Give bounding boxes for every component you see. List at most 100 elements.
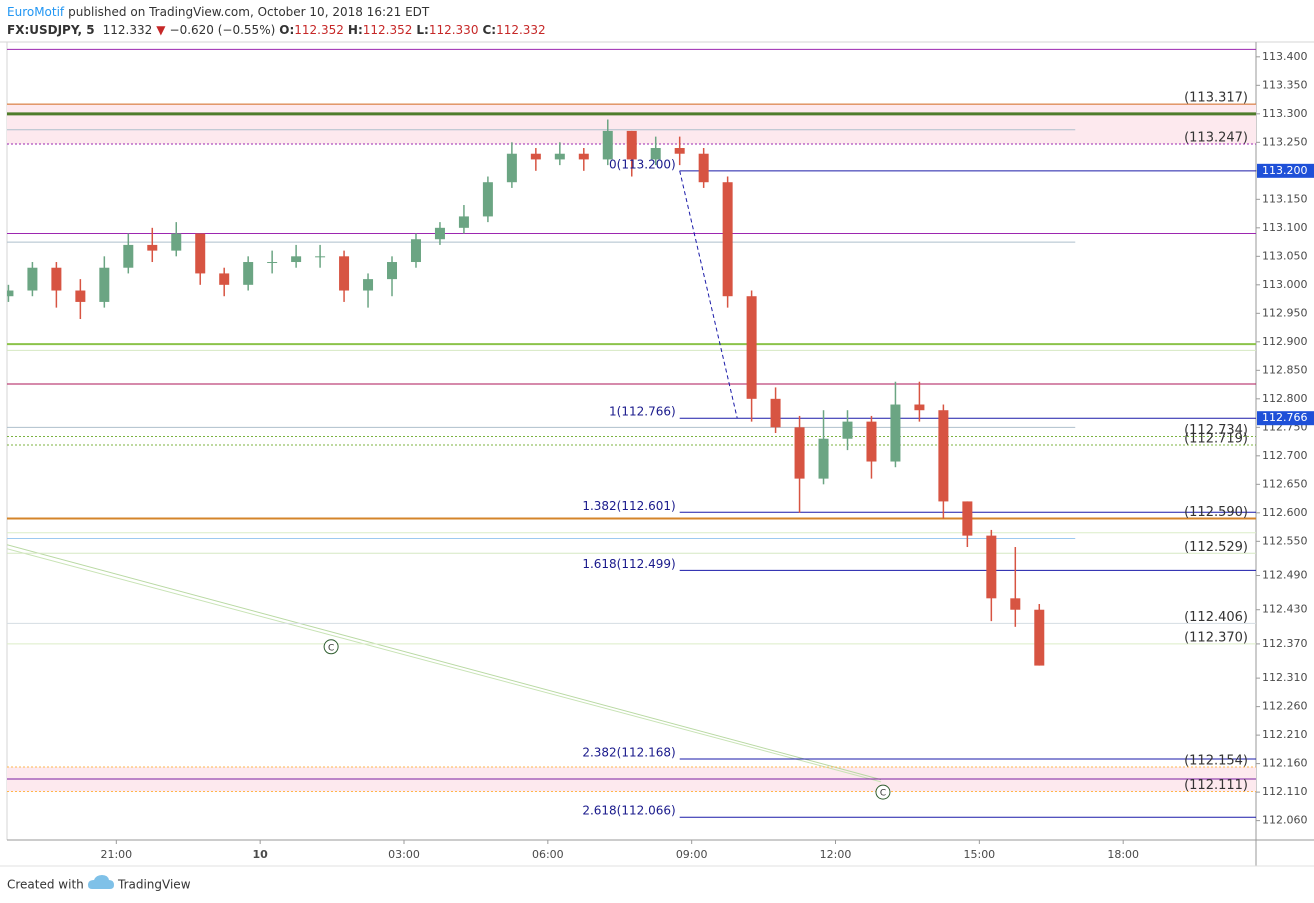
symbol-line: FX:USDJPY, 5 112.332 ▼ −0.620 (−0.55%) O:112… [7,23,546,37]
candle-body [650,148,661,160]
candle-body [363,279,374,291]
x-tick-label: 06:00 [532,848,564,861]
y-tick-label: 112.850 [1262,363,1308,376]
candle-body [818,438,829,479]
candle-body [746,296,757,399]
x-tick-label: 09:00 [676,848,708,861]
ohlc-value: 112.332 [496,23,546,37]
x-tick-label: 15:00 [963,848,995,861]
ohlc-label: C: [482,23,496,37]
candle-body [123,244,134,268]
candle-body [674,148,685,154]
ohlc-value: 112.352 [363,23,413,37]
candle-body [75,290,86,302]
candle-body [99,267,110,302]
y-tick-label: 112.160 [1262,757,1308,770]
candle-body [698,153,709,183]
candle-body [171,233,182,251]
level-label: (113.247) [1184,131,1248,146]
candle-body [626,130,637,160]
ohlc-label: L: [416,23,428,37]
candle-body [530,153,541,160]
candle-body [770,398,781,428]
candle-body [722,182,733,297]
candle-body [243,262,254,285]
header-line: EuroMotif published on TradingView.com, O… [7,5,430,19]
level-label: (112.154) [1184,754,1248,769]
price-badge [1257,163,1314,178]
y-tick-label: 113.050 [1262,249,1308,262]
y-tick-label: 112.950 [1262,306,1308,319]
y-tick-label: 112.550 [1262,534,1308,547]
y-tick-label: 112.700 [1262,449,1308,462]
annotation-text: C [880,789,886,799]
fib-trend [679,170,738,419]
author[interactable]: EuroMotif [7,5,65,19]
candle-body [195,233,206,274]
candle-body [506,153,517,183]
level-label: (112.529) [1184,540,1248,555]
y-tick-label: 113.000 [1262,278,1308,291]
y-tick-label: 113.150 [1262,192,1308,205]
x-tick-label: 10 [253,848,269,861]
y-tick-label: 113.400 [1262,50,1308,63]
published: published on TradingView.com, October 10… [68,5,430,19]
candle-body [866,421,877,462]
fib-label: 1(112.766) [609,405,676,419]
candle-body [986,535,997,599]
candle-body [554,153,565,160]
y-tick-label: 112.650 [1262,477,1308,490]
y-tick-label: 112.210 [1262,728,1308,741]
y-tick-label: 112.260 [1262,700,1308,713]
y-tick-label: 112.110 [1262,785,1308,798]
ohlc-value: 112.330 [429,23,479,37]
level-label: (112.406) [1184,610,1248,625]
candle-body [1034,609,1045,666]
ohlc-label: H: [348,23,363,37]
x-tick-label: 18:00 [1107,848,1139,861]
candle-body [890,404,901,462]
annotation-marker [323,639,339,655]
x-tick-label: 12:00 [820,848,852,861]
fib-label: 2.382(112.168) [582,746,675,760]
price-badge [1257,411,1314,426]
last-price: 112.332 [103,23,153,37]
footer-text: Created with [7,878,84,892]
x-tick-label: 03:00 [388,848,420,861]
y-tick-label: 112.430 [1262,603,1308,616]
y-tick-label: 112.370 [1262,637,1308,650]
y-tick-label: 112.900 [1262,335,1308,348]
candle-body [291,256,302,263]
candle-body [339,256,350,291]
level-label: (112.590) [1184,505,1248,520]
candle-body [410,239,421,263]
candle-body [219,273,230,285]
candle-body [387,262,398,280]
annotation-marker [875,784,891,800]
price-badge-label: 112.766 [1262,411,1308,424]
candle-body [27,267,38,291]
footer-brand[interactable]: TradingView [117,878,191,892]
level-label: (112.734) [1184,423,1248,438]
level-label: (112.370) [1184,630,1248,645]
y-tick-label: 112.060 [1262,814,1308,827]
y-tick-label: 112.600 [1262,506,1308,519]
candle-body [842,421,853,439]
candle-body [267,262,278,264]
y-tick-label: 113.250 [1262,135,1308,148]
candle-body [794,427,805,479]
ohlc-label: O: [279,23,294,37]
candle-body [1010,598,1021,610]
y-tick-label: 112.310 [1262,671,1308,684]
candle-body [482,182,493,217]
candle-body [434,227,445,240]
candle-body [938,410,949,502]
candle-body [578,153,589,160]
logo [88,875,114,889]
trendline [7,544,882,781]
y-tick-label: 113.300 [1262,107,1308,120]
price-badge-label: 113.200 [1262,164,1308,177]
symbol: FX:USDJPY, 5 [7,23,95,37]
